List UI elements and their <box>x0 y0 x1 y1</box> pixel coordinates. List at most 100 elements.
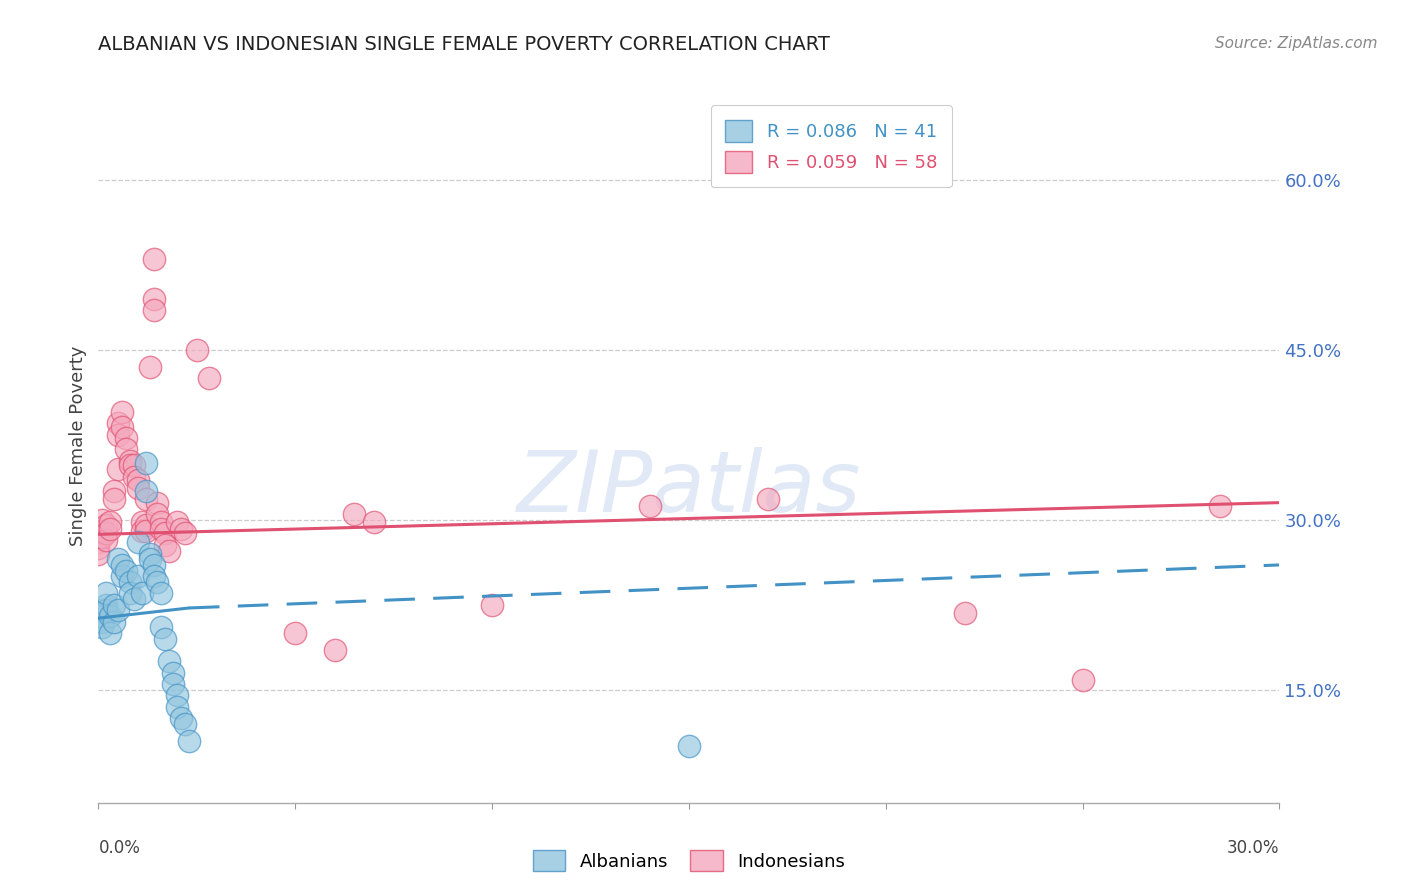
Text: ALBANIAN VS INDONESIAN SINGLE FEMALE POVERTY CORRELATION CHART: ALBANIAN VS INDONESIAN SINGLE FEMALE POV… <box>98 35 831 54</box>
Point <box>131 515 153 529</box>
Text: 30.0%: 30.0% <box>1227 839 1279 857</box>
Y-axis label: Single Female Poverty: Single Female Poverty <box>69 346 87 546</box>
Point <box>118 458 141 473</box>
Point <box>98 608 121 623</box>
Point <box>166 688 188 702</box>
Point <box>96 598 118 612</box>
Point <box>96 533 118 547</box>
Point <box>98 626 121 640</box>
Point <box>91 530 114 544</box>
Point <box>91 513 114 527</box>
Point <box>1209 499 1232 513</box>
Point <box>135 524 157 538</box>
Point <box>146 507 169 521</box>
Point <box>142 252 165 266</box>
Point <box>115 442 138 457</box>
Point <box>166 515 188 529</box>
Point <box>155 537 177 551</box>
Point <box>162 677 184 691</box>
Point <box>127 535 149 549</box>
Point <box>118 586 141 600</box>
Point <box>111 419 134 434</box>
Point <box>118 574 141 589</box>
Text: Source: ZipAtlas.com: Source: ZipAtlas.com <box>1215 36 1378 51</box>
Point <box>481 598 503 612</box>
Point <box>162 665 184 680</box>
Point <box>138 359 160 374</box>
Point <box>96 586 118 600</box>
Point <box>157 654 180 668</box>
Point <box>96 526 118 541</box>
Point <box>96 518 118 533</box>
Point <box>756 492 779 507</box>
Legend: Albanians, Indonesians: Albanians, Indonesians <box>526 843 852 879</box>
Point <box>170 711 193 725</box>
Point <box>166 699 188 714</box>
Point <box>150 522 173 536</box>
Point <box>135 518 157 533</box>
Point <box>107 603 129 617</box>
Point <box>122 591 145 606</box>
Point <box>135 484 157 499</box>
Point <box>87 530 110 544</box>
Point <box>111 405 134 419</box>
Point <box>155 632 177 646</box>
Point <box>91 615 114 629</box>
Point <box>107 427 129 442</box>
Point <box>127 481 149 495</box>
Point <box>115 564 138 578</box>
Point <box>96 603 118 617</box>
Point <box>107 461 129 475</box>
Point <box>103 615 125 629</box>
Point <box>135 456 157 470</box>
Point <box>87 541 110 555</box>
Text: 0.0%: 0.0% <box>98 839 141 857</box>
Point <box>177 733 200 747</box>
Point <box>127 569 149 583</box>
Point <box>103 492 125 507</box>
Point <box>186 343 208 357</box>
Point <box>111 558 134 572</box>
Point <box>87 535 110 549</box>
Point <box>91 524 114 538</box>
Point <box>323 643 346 657</box>
Point <box>142 569 165 583</box>
Point <box>678 739 700 754</box>
Point <box>142 303 165 318</box>
Point <box>150 586 173 600</box>
Point <box>122 458 145 473</box>
Point <box>127 473 149 487</box>
Point <box>138 552 160 566</box>
Text: ZIPatlas: ZIPatlas <box>517 447 860 531</box>
Point <box>142 292 165 306</box>
Point <box>146 574 169 589</box>
Point <box>142 558 165 572</box>
Point <box>146 495 169 509</box>
Point <box>131 524 153 538</box>
Point <box>87 603 110 617</box>
Point <box>343 507 366 521</box>
Point <box>155 526 177 541</box>
Point <box>107 552 129 566</box>
Point <box>150 515 173 529</box>
Point <box>122 469 145 483</box>
Point <box>98 515 121 529</box>
Point <box>87 608 110 623</box>
Point <box>284 626 307 640</box>
Point <box>103 484 125 499</box>
Point <box>111 569 134 583</box>
Point <box>91 620 114 634</box>
Point <box>131 586 153 600</box>
Point <box>107 417 129 431</box>
Point <box>87 547 110 561</box>
Point <box>170 522 193 536</box>
Point <box>103 598 125 612</box>
Point <box>174 716 197 731</box>
Point <box>115 431 138 445</box>
Point <box>197 371 219 385</box>
Point <box>150 620 173 634</box>
Point <box>118 454 141 468</box>
Point <box>135 492 157 507</box>
Point <box>363 515 385 529</box>
Point <box>138 547 160 561</box>
